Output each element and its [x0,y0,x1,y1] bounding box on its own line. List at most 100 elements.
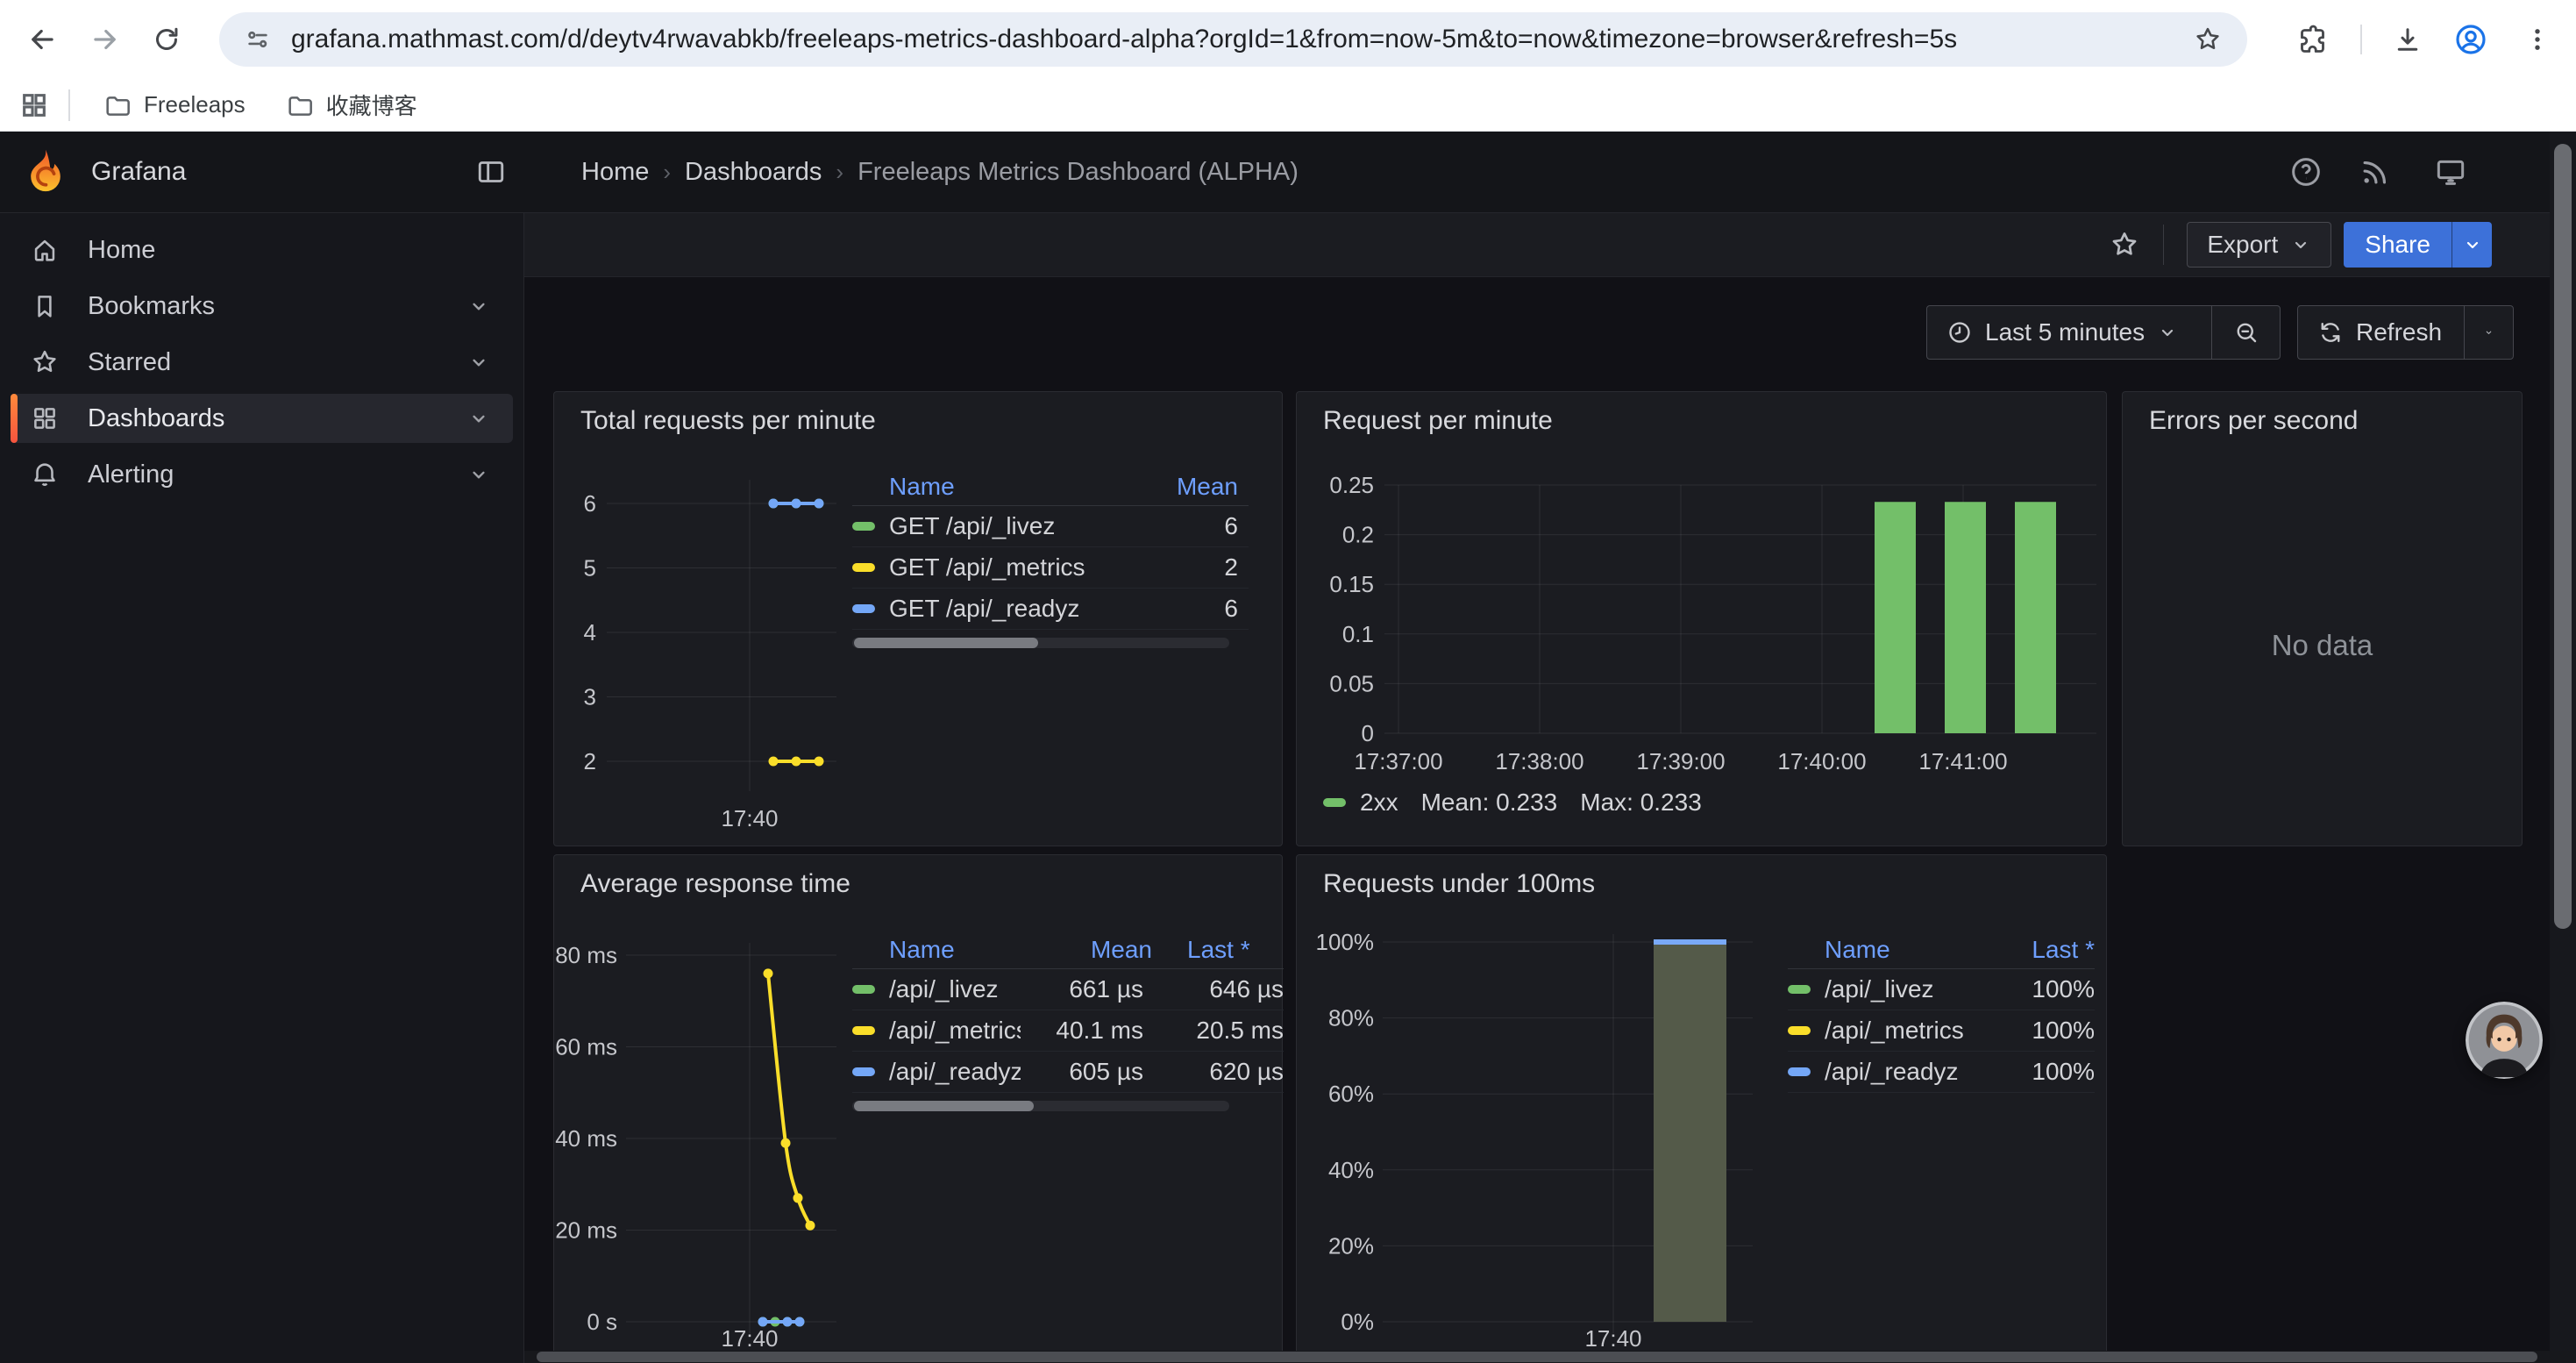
panel-title[interactable]: Requests under 100ms [1323,869,1596,898]
legend-header-last[interactable]: Last * [1187,935,1250,963]
bookmark-folder-blogs[interactable]: 收藏博客 [272,83,431,126]
browser-menu-button[interactable] [2518,20,2557,59]
share-button[interactable]: Share [2344,222,2451,268]
scrollbar-thumb[interactable] [2554,144,2572,929]
svg-text:0.2: 0.2 [1342,522,1374,548]
panel-title[interactable]: Total requests per minute [580,406,876,435]
chevron-down-icon [2295,241,2307,249]
grafana-logo[interactable] [21,147,70,196]
series-last: 20.5 ms [1196,1017,1284,1044]
sidebar-item-alerting[interactable]: Alerting [11,450,513,499]
downloads-button[interactable] [2388,20,2427,59]
breadcrumb-home[interactable]: Home [581,157,650,186]
svg-text:80 ms: 80 ms [555,942,617,968]
legend-row[interactable]: /api/_readyz 100% [1788,1052,2095,1093]
legend-header-name[interactable]: Name [889,472,955,500]
browser-reload-button[interactable] [147,20,186,59]
sidebar-item-dashboards[interactable]: Dashboards [11,394,513,443]
panel-total-requests[interactable]: Total requests per minute 6 5 4 3 2 17:40 Nam… [553,391,1283,846]
total-requests-chart: 6 5 4 3 2 17:40 [584,480,836,831]
panel-errors-per-second[interactable]: Errors per second No data [2122,391,2523,846]
help-button[interactable] [2281,147,2330,196]
chevron-down-icon[interactable] [467,407,490,430]
legend-table: Name Last * /api/_livez 100% /api/_metri… [1788,931,2095,1093]
sidebar-item-bookmarks[interactable]: Bookmarks [11,282,513,331]
chevron-down-icon[interactable] [467,351,490,374]
legend-scrollbar[interactable] [852,638,1229,648]
favorite-dashboard-button[interactable] [2109,229,2140,260]
panel-requests-under-100ms[interactable]: Requests under 100ms 100% 80% 60% 40% 20% 0% 1… [1296,854,2107,1363]
panel-title[interactable]: Average response time [580,869,850,898]
legend-table: Name Mean Last * /api/_livez 661 µs 646 … [852,931,1284,1111]
sidebar-item-starred[interactable]: Starred [11,338,513,387]
legend-item[interactable]: 2xx [1323,789,1398,817]
page-horizontal-scrollbar[interactable] [524,1351,2576,1363]
zoom-out-time-button[interactable] [2211,306,2280,359]
floating-assistant-avatar[interactable] [2466,1002,2543,1079]
bookmark-folder-freeleaps[interactable]: Freeleaps [89,86,260,125]
legend-header-mean[interactable]: Mean [1176,472,1238,500]
page-vertical-scrollbar[interactable] [2550,132,2576,1363]
series-name: GET /api/_metrics [889,553,1085,581]
chevron-down-icon[interactable] [467,463,490,486]
panel-average-response-time[interactable]: Average response time 80 ms 60 ms 40 ms 20 … [553,854,1284,1363]
extensions-button[interactable] [2292,20,2330,59]
series-name: /api/_livez [889,975,999,1003]
news-button[interactable] [2351,147,2400,196]
apps-grid-button[interactable] [19,90,49,120]
svg-text:17:38:00: 17:38:00 [1495,748,1583,774]
series-last: 100% [2032,1058,2095,1085]
mega-menu-toggle[interactable] [466,147,516,196]
legend-row[interactable]: GET /api/_metrics 2 [852,547,1249,589]
chevron-down-icon[interactable] [467,295,490,318]
request-per-minute-chart: 0.25 0.2 0.15 0.1 0.05 017:37:00 17:38:00 17:39… [1329,472,2096,774]
series-mean: 2 [1224,553,1238,581]
legend-row[interactable]: GET /api/_readyz 6 [852,589,1249,630]
panel-title[interactable]: Request per minute [1323,406,1553,435]
refresh-controls: Refresh [2297,305,2514,360]
svg-text:100%: 100% [1316,929,1375,955]
panel-request-per-minute[interactable]: Request per minute 0.25 0.2 0.15 0.1 0.05 0 17… [1296,391,2107,846]
svg-text:2: 2 [584,748,596,774]
legend-row[interactable]: GET /api/_livez 6 [852,506,1249,547]
breadcrumb-dashboards[interactable]: Dashboards [685,157,822,186]
legend-row[interactable]: /api/_readyz 605 µs 620 µs [852,1052,1284,1093]
bookmark-label: Freeleaps [144,91,246,118]
address-bar[interactable]: grafana.mathmast.com/d/deytv4rwavabkb/fr… [219,12,2247,67]
series-name: /api/_livez [1825,975,1934,1003]
profile-button[interactable] [2451,20,2490,59]
bookmark-star-icon[interactable] [2193,25,2223,54]
share-menu-button[interactable] [2451,222,2492,268]
series-color-pill [852,563,875,572]
legend-row[interactable]: /api/_livez 100% [1788,969,2095,1010]
tune-icon [248,31,267,48]
question-circle-icon [2292,158,2320,186]
svg-text:0: 0 [1362,720,1374,746]
legend-row[interactable]: /api/_livez 661 µs 646 µs [852,969,1284,1010]
series-name: /api/_metrics [889,1017,1021,1044]
legend-header-name[interactable]: Name [889,935,955,963]
refresh-button[interactable]: Refresh [2298,306,2464,359]
legend-row[interactable]: /api/_metrics 100% [1788,1010,2095,1052]
svg-text:0.15: 0.15 [1329,571,1374,597]
browser-back-button[interactable] [23,20,61,59]
refresh-interval-button[interactable] [2464,306,2513,359]
legend-header-last[interactable]: Last * [2032,935,2095,963]
apps-grid-icon [23,93,46,117]
average-response-time-chart: 80 ms 60 ms 40 ms 20 ms 0 s 17:40 [555,942,836,1352]
download-icon [2397,28,2418,51]
svg-text:3: 3 [584,684,596,710]
sidebar-item-home[interactable]: Home [11,225,513,275]
legend-row[interactable]: /api/_metrics 40.1 ms 20.5 ms [852,1010,1284,1052]
legend-inline: 2xx Mean: 0.233 Max: 0.233 [1323,789,1702,817]
legend-header-mean[interactable]: Mean [1090,935,1152,963]
time-range-picker[interactable]: Last 5 minutes [1927,306,2211,359]
panel-title[interactable]: Errors per second [2149,406,2359,435]
kebab-menu-icon [2535,29,2540,50]
scrollbar-thumb[interactable] [537,1352,2537,1362]
kiosk-mode-button[interactable] [2426,147,2475,196]
export-button[interactable]: Export [2187,222,2332,268]
legend-header-name[interactable]: Name [1825,935,1890,963]
legend-scrollbar[interactable] [852,1101,1229,1111]
browser-forward-button[interactable] [86,20,125,59]
